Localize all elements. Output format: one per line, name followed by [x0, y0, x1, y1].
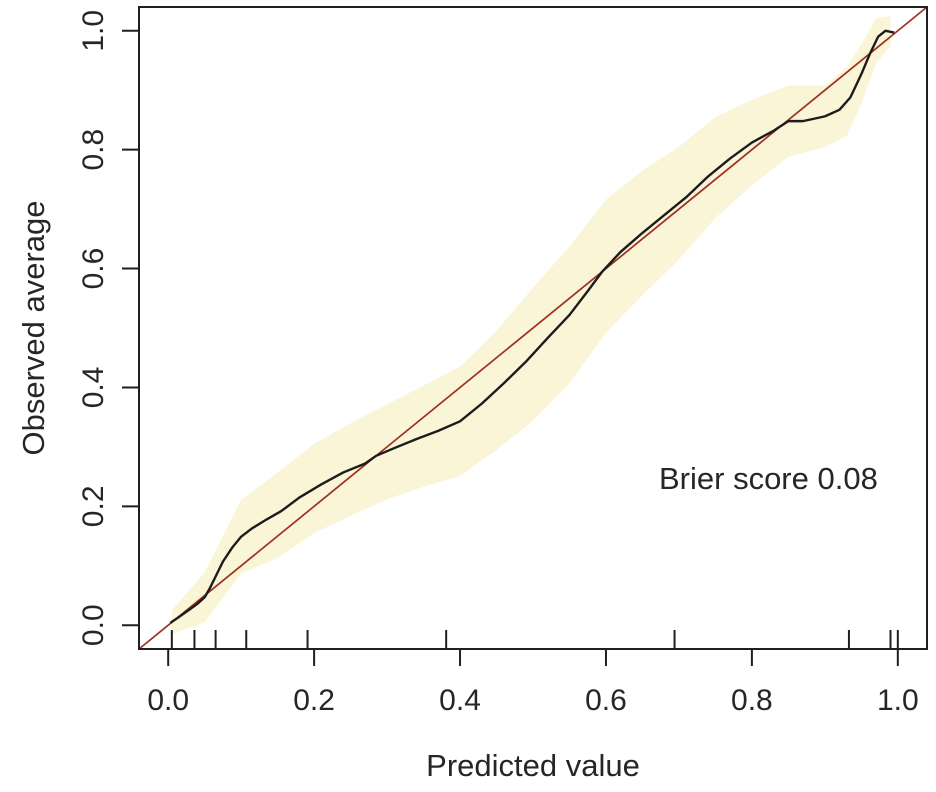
y-tick-label: 0.0 — [77, 604, 110, 646]
plot-box — [138, 6, 928, 650]
y-tick-label: 0.6 — [77, 248, 110, 290]
x-axis: 0.0 0.2 0.4 0.6 0.8 1.0 — [147, 649, 919, 717]
x-tick-label: 1.0 — [877, 684, 919, 717]
x-tick-label: 0.6 — [585, 684, 627, 717]
y-axis: 0.0 0.2 0.4 0.6 0.8 1.0 — [77, 10, 139, 646]
x-tick-label: 0.8 — [731, 684, 773, 717]
x-tick-label: 0.4 — [439, 684, 481, 717]
x-tick-label: 0.2 — [293, 684, 335, 717]
x-axis-title: Predicted value — [426, 748, 640, 783]
series-layer — [138, 6, 928, 650]
x-tick-label: 0.0 — [147, 684, 189, 717]
y-tick-label: 1.0 — [77, 10, 110, 52]
calibration-curve — [169, 29, 895, 624]
y-axis-title: Observed average — [16, 200, 51, 455]
brier-score-annotation: Brier score 0.08 — [659, 461, 878, 496]
y-tick-label: 0.4 — [77, 367, 110, 409]
confidence-band-layer — [171, 15, 891, 635]
confidence-band — [171, 15, 891, 635]
y-tick-label: 0.8 — [77, 129, 110, 171]
rug-marks — [170, 630, 899, 648]
ideal-reference-line — [138, 6, 928, 650]
y-tick-label: 0.2 — [77, 485, 110, 527]
